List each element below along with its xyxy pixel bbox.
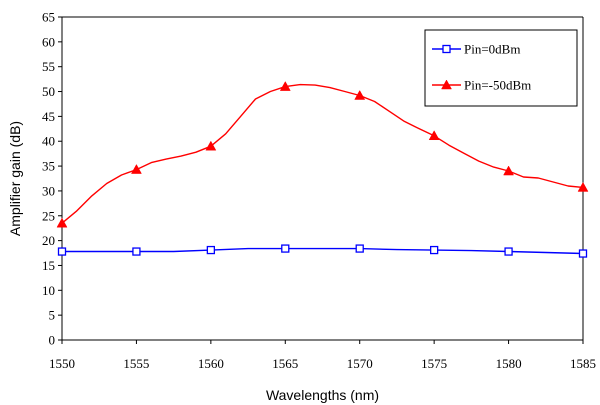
x-tick-label: 1550 (49, 356, 75, 371)
series-layer (56, 81, 589, 258)
data-point (428, 130, 440, 141)
data-point (355, 244, 364, 253)
legend-box (424, 29, 578, 107)
data-point (504, 247, 513, 256)
x-tick-label: 1585 (570, 356, 596, 371)
y-tick-label: 55 (42, 59, 55, 74)
x-axis-label: Wavelengths (nm) (266, 387, 379, 403)
ticks: 0 5 10 15 20 25 30 35 40 45 50 55 60 65 1550 1555 1560 15… (42, 10, 596, 372)
y-tick-label: 20 (42, 233, 55, 248)
data-point (57, 247, 67, 256)
legend: Pin=0dBm Pin=-50dBm (424, 29, 578, 107)
data-point (429, 245, 439, 255)
x-tick-label: 1565 (272, 356, 298, 371)
data-point (577, 181, 589, 192)
y-axis-label: Amplifier gain (dB) (7, 121, 23, 236)
y-tick-label: 10 (42, 283, 55, 298)
series-line (62, 247, 584, 255)
data-point (354, 89, 366, 100)
y-tick-label: 0 (49, 333, 56, 348)
legend-marker (442, 44, 451, 54)
x-tick-label: 1560 (198, 356, 224, 371)
x-tick-label: 1570 (347, 356, 373, 371)
axes (61, 16, 584, 341)
legend-item: Pin=-50dBm (432, 78, 531, 93)
y-tick-label: 45 (42, 109, 55, 124)
legend-item: Pin=0dBm (432, 42, 520, 57)
data-point (56, 217, 68, 228)
y-tick-label: 30 (42, 183, 55, 198)
y-tick-label: 25 (42, 208, 55, 223)
series-1 (57, 244, 588, 258)
y-tick-label: 60 (42, 34, 55, 49)
y-tick-label: 50 (42, 84, 55, 99)
data-point (578, 249, 588, 258)
legend-label: Pin=-50dBm (464, 78, 531, 93)
data-point (281, 244, 290, 253)
legend-label: Pin=0dBm (464, 42, 520, 57)
x-tick-label: 1580 (496, 356, 522, 371)
legend-marker (441, 79, 452, 90)
data-point (132, 247, 141, 256)
series-line (61, 83, 584, 224)
y-tick-label: 65 (42, 10, 55, 25)
x-tick-label: 1555 (123, 356, 149, 371)
y-tick-label: 5 (49, 308, 56, 323)
x-tick-label: 1575 (421, 356, 447, 371)
data-point (131, 164, 142, 174)
y-tick-label: 40 (42, 134, 55, 149)
y-tick-label: 35 (42, 159, 55, 174)
data-point (503, 165, 514, 176)
data-point (279, 81, 291, 91)
data-point (205, 140, 217, 151)
y-tick-label: 15 (42, 258, 55, 273)
series-2 (56, 81, 589, 228)
data-point (206, 245, 216, 255)
